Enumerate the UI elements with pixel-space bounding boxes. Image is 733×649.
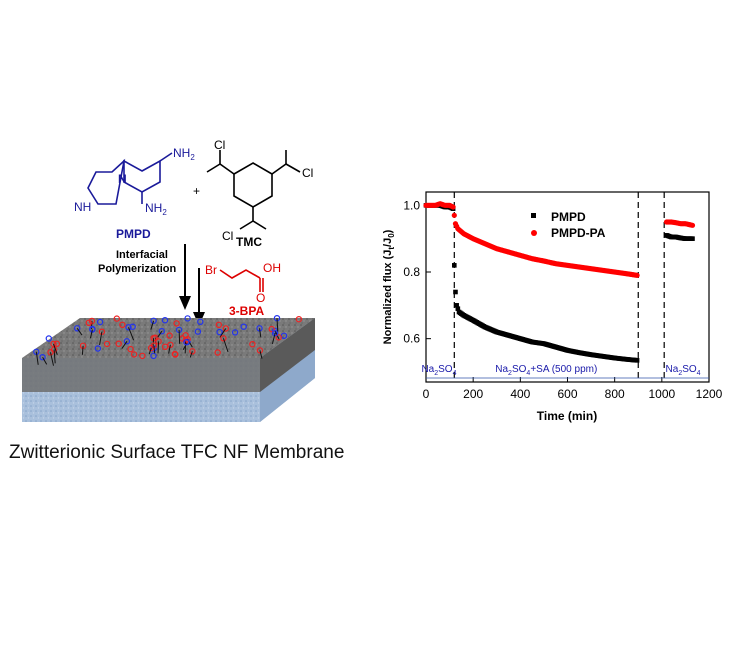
tmc-cl-1: Cl [214,138,225,152]
legend-label-pmpd: PMPD [551,210,586,224]
data-point-pmpd [690,236,695,241]
synthesis-scheme: N NH2 NH2 NH PMPD + Cl Cl Cl TMC Int [9,138,344,463]
legend: PMPD PMPD-PA [531,210,606,240]
bpa-o: O [256,291,265,305]
tmc-structure: Cl Cl Cl TMC [207,138,313,249]
tmc-benzene-ring [234,163,272,207]
tmc-cl-3: Cl [222,229,233,243]
tmc-label: TMC [236,235,262,249]
data-point-pmpd [635,358,640,363]
x-axis-label: Time (min) [537,409,597,423]
polymer-chain [185,340,186,353]
data-point-pmpd-pa [452,213,457,218]
pmpd-amine-nh: NH [74,200,91,214]
x-tick-label: 1200 [696,387,723,401]
step-label-line1: Interfacial [116,249,168,261]
legend-label-pmpd-pa: PMPD-PA [551,226,606,240]
data-point-pmpd-pa [690,223,695,228]
bpa-oh: OH [263,261,281,275]
phase-label: Na2SO4+SA (500 ppm) [495,364,597,377]
pmpd-structure: N NH2 NH2 NH PMPD [74,146,195,241]
phase-label: Na2SO4 [666,364,701,377]
x-tick-label: 600 [557,387,577,401]
y-axis-label: Normalized flux (Jt/J0) [382,229,396,344]
data-point-pmpd [453,290,458,295]
legend-marker-pmpd [531,213,536,218]
phase-label: Na2SO4 [421,364,456,377]
data-point-pmpd [452,263,457,268]
plus-sign: + [193,184,200,198]
pmpd-amine-2: NH2 [145,201,167,217]
membrane-active-layer-front [22,358,260,392]
bpa-label: 3-BPA [229,304,264,318]
pmpd-amine-1: NH2 [173,146,195,162]
step-label-line2: Polymerization [98,263,177,275]
membrane-illustration [22,316,315,422]
pmpd-label: PMPD [116,227,151,241]
polymer-chain [158,341,159,353]
x-tick-label: 0 [423,387,430,401]
data-point-pmpd-pa [451,204,456,209]
x-tick-label: 200 [463,387,483,401]
legend-marker-pmpd-pa [531,230,537,236]
pmpd-n-atom: N [118,172,127,186]
x-tick-label: 400 [510,387,530,401]
x-tick-label: 1000 [648,387,675,401]
figure-caption: Zwitterionic Surface TFC NF Membrane [9,442,344,463]
bpa-br: Br [205,263,217,277]
pmpd-benzene-ring [124,161,160,192]
y-tick-label: 1.0 [403,198,420,212]
y-tick-label: 0.8 [403,265,420,279]
phase-labels: Na2SO4 Na2SO4+SA (500 ppm) Na2SO4 [421,364,700,377]
polymer-chain [179,330,180,344]
y-tick-label: 0.6 [403,332,420,346]
tmc-cl-2: Cl [302,166,313,180]
x-tick-label: 800 [605,387,625,401]
data-point-pmpd-pa [634,273,639,278]
bpa-structure: Br OH O 3-BPA [205,261,281,318]
arrow-head-1 [179,296,191,310]
